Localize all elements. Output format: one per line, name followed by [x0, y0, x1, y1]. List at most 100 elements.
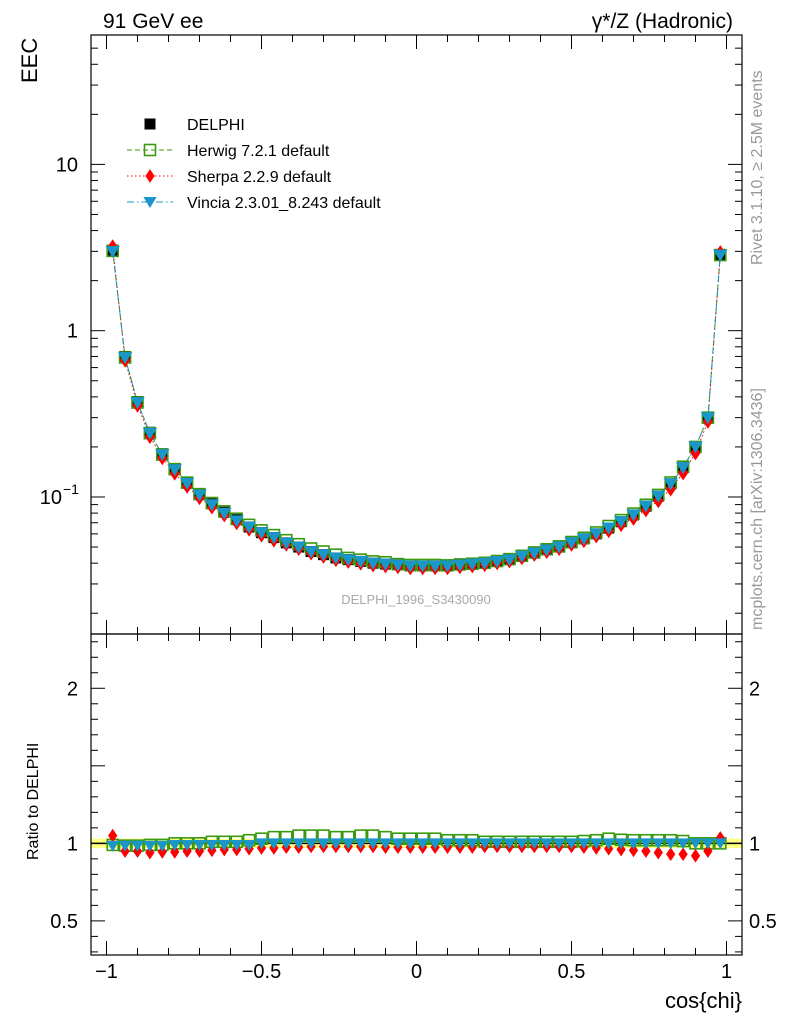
- main-point-vincia-2-3-01-8-243-default: [105, 245, 120, 258]
- main-point-vincia-2-3-01-8-243-default: [229, 515, 244, 528]
- ratio-point-vincia-2-3-01-8-243-default: [502, 838, 517, 850]
- ratio-y-tick-label: 1: [67, 833, 78, 855]
- main-point-vincia-2-3-01-8-243-default: [638, 500, 654, 513]
- ratio-point-vincia-2-3-01-8-243-default: [155, 840, 169, 852]
- ratio-point-sherpa-2-2-9-default: [108, 828, 118, 843]
- ratio-point-sherpa-2-2-9-default: [170, 845, 180, 859]
- main-point-vincia-2-3-01-8-243-default: [403, 560, 418, 573]
- main-point-vincia-2-3-01-8-243-default: [266, 532, 282, 545]
- main-point-vincia-2-3-01-8-243-default: [130, 397, 145, 410]
- ratio-point-vincia-2-3-01-8-243-default: [465, 838, 479, 850]
- x-tick-label: 0: [411, 961, 422, 983]
- main-y-tick-label: 1: [67, 321, 78, 343]
- main-point-vincia-2-3-01-8-243-default: [316, 549, 331, 562]
- ratio-point-vincia-2-3-01-8-243-default: [341, 838, 355, 850]
- main-point-vincia-2-3-01-8-243-default: [365, 557, 381, 570]
- ratio-point-vincia-2-3-01-8-243-default: [639, 838, 653, 850]
- legend-label-vincia-2-3-01-8-243-default: Vincia 2.3.01_8.243 default: [187, 195, 381, 212]
- ratio-frame: [90, 633, 743, 956]
- ratio-point-sherpa-2-2-9-default: [666, 847, 676, 862]
- main-point-vincia-2-3-01-8-243-default: [167, 464, 182, 477]
- legend-label-delphi: DELPHI: [187, 117, 245, 134]
- main-y-tick-label-exponent: −1: [63, 481, 79, 497]
- ratio-point-sherpa-2-2-9-default: [678, 847, 688, 862]
- main-y-tick-label: 10: [56, 154, 78, 176]
- ratio-point-vincia-2-3-01-8-243-default: [614, 838, 628, 850]
- main-point-vincia-2-3-01-8-243-default: [390, 559, 406, 572]
- main-point-vincia-2-3-01-8-243-default: [279, 537, 294, 550]
- main-point-vincia-2-3-01-8-243-default: [179, 477, 195, 490]
- ratio-point-sherpa-2-2-9-default: [182, 844, 192, 858]
- rivet-label: Rivet 3.1.10, ≥ 2.5M events: [749, 70, 766, 265]
- ratio-point-vincia-2-3-01-8-243-default: [478, 838, 492, 850]
- legend-marker-vincia-2-3-01-8-243-default: [143, 197, 157, 209]
- main-point-vincia-2-3-01-8-243-default: [477, 557, 492, 570]
- legend-marker-herwig-7-2-1-default: [143, 143, 157, 157]
- ratio-point-vincia-2-3-01-8-243-default: [602, 838, 616, 850]
- ratio-point-vincia-2-3-01-8-243-default: [378, 838, 393, 850]
- ratio-point-vincia-2-3-01-8-243-default: [626, 838, 641, 850]
- main-point-vincia-2-3-01-8-243-default: [688, 441, 703, 454]
- main-point-vincia-2-3-01-8-243-default: [502, 554, 517, 567]
- ratio-point-vincia-2-3-01-8-243-default: [589, 838, 603, 850]
- ratio-point-vincia-2-3-01-8-243-default: [192, 839, 207, 851]
- main-point-vincia-2-3-01-8-243-default: [328, 552, 344, 565]
- ratio-point-vincia-2-3-01-8-243-default: [564, 838, 579, 850]
- main-point-vincia-2-3-01-8-243-default: [713, 249, 728, 262]
- main-point-vincia-2-3-01-8-243-default: [353, 555, 368, 568]
- ratio-point-vincia-2-3-01-8-243-default: [713, 838, 727, 850]
- ratio-point-vincia-2-3-01-8-243-default: [651, 838, 665, 850]
- main-point-vincia-2-3-01-8-243-default: [489, 555, 505, 568]
- mcplots-label: mcplots.cern.ch [arXiv:1306.3436]: [749, 388, 766, 630]
- ratio-point-sherpa-2-2-9-default: [653, 845, 663, 860]
- ratio-point-vincia-2-3-01-8-243-default: [664, 838, 678, 850]
- ratio-point-vincia-2-3-01-8-243-default: [180, 839, 194, 851]
- main-point-vincia-2-3-01-8-243-default: [613, 516, 629, 529]
- x-tick-label: −0.5: [242, 961, 281, 983]
- ratio-point-vincia-2-3-01-8-243-default: [688, 838, 703, 850]
- ratio-point-vincia-2-3-01-8-243-default: [701, 838, 715, 850]
- main-y-label: EEC: [17, 38, 42, 83]
- x-tick-label: −1: [95, 961, 118, 983]
- ratio-point-vincia-2-3-01-8-243-default: [440, 838, 455, 850]
- ratio-point-vincia-2-3-01-8-243-default: [279, 838, 293, 850]
- ratio-point-vincia-2-3-01-8-243-default: [230, 839, 244, 851]
- main-point-vincia-2-3-01-8-243-default: [378, 558, 393, 571]
- header-left-title: 91 GeV ee: [103, 10, 203, 33]
- ratio-point-vincia-2-3-01-8-243-default: [118, 840, 132, 852]
- ratio-point-sherpa-2-2-9-default: [715, 831, 725, 845]
- ratio-point-sherpa-2-2-9-default: [641, 844, 651, 858]
- ratio-point-vincia-2-3-01-8-243-default: [106, 840, 120, 852]
- ratio-point-sherpa-2-2-9-default: [616, 842, 626, 857]
- main-point-vincia-2-3-01-8-243-default: [589, 528, 604, 541]
- ratio-point-vincia-2-3-01-8-243-default: [217, 839, 231, 851]
- main-point-vincia-2-3-01-8-243-default: [651, 490, 666, 503]
- main-point-vincia-2-3-01-8-243-default: [415, 560, 430, 573]
- main-point-vincia-2-3-01-8-243-default: [341, 554, 356, 567]
- main-point-vincia-2-3-01-8-243-default: [601, 522, 616, 535]
- ratio-point-vincia-2-3-01-8-243-default: [267, 838, 281, 850]
- ratio-point-vincia-2-3-01-8-243-default: [577, 838, 591, 850]
- ratio-y-label: Ratio to DELPHI: [25, 743, 42, 860]
- ratio-point-vincia-2-3-01-8-243-default: [490, 838, 504, 850]
- ratio-point-vincia-2-3-01-8-243-default: [540, 838, 554, 850]
- ratio-point-vincia-2-3-01-8-243-default: [515, 838, 529, 850]
- ratio-point-vincia-2-3-01-8-243-default: [242, 839, 256, 851]
- ratio-point-vincia-2-3-01-8-243-default: [453, 838, 467, 850]
- ratio-point-sherpa-2-2-9-default: [703, 844, 713, 858]
- x-axis-label: cos{chi}: [665, 988, 742, 1013]
- main-point-vincia-2-3-01-8-243-default: [217, 507, 232, 520]
- main-point-vincia-2-3-01-8-243-default: [142, 427, 158, 440]
- main-point-vincia-2-3-01-8-243-default: [675, 462, 691, 475]
- ratio-point-vincia-2-3-01-8-243-default: [391, 838, 405, 850]
- ratio-point-sherpa-2-2-9-default: [145, 845, 155, 860]
- ratio-point-sherpa-2-2-9-default: [157, 845, 167, 859]
- ratio-point-vincia-2-3-01-8-243-default: [304, 838, 318, 850]
- legend-label-sherpa-2-2-9-default: Sherpa 2.2.9 default: [187, 169, 332, 186]
- ratio-point-vincia-2-3-01-8-243-default: [366, 838, 380, 850]
- main-point-vincia-2-3-01-8-243-default: [626, 509, 641, 522]
- legend-marker-sherpa-2-2-9-default: [145, 169, 155, 183]
- main-point-vincia-2-3-01-8-243-default: [514, 550, 530, 563]
- ratio-point-vincia-2-3-01-8-243-default: [428, 838, 442, 850]
- header-right-title: γ*/Z (Hadronic): [592, 10, 733, 33]
